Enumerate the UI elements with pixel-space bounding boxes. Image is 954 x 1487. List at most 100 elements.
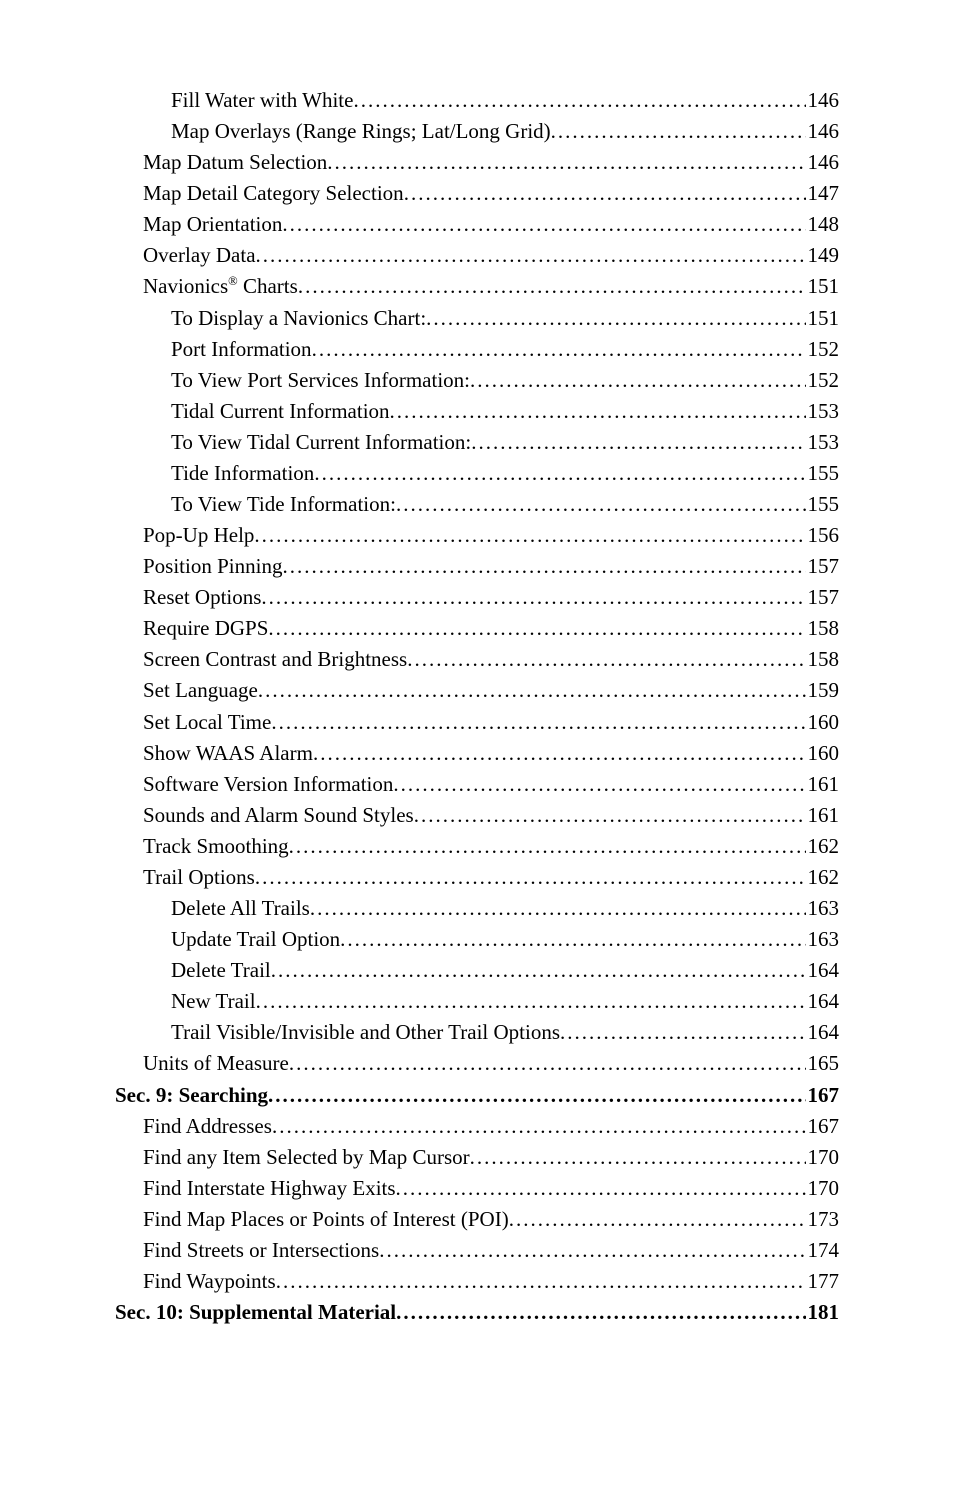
toc-entry: Navionics® Charts 151 (115, 271, 839, 302)
toc-leader (258, 675, 806, 706)
toc-page-number: 159 (806, 675, 840, 706)
toc-entry: Screen Contrast and Brightness 158 (115, 644, 839, 675)
toc-entry: Find Addresses 167 (115, 1111, 839, 1142)
toc-page-number: 160 (806, 738, 840, 769)
toc-leader (471, 427, 805, 458)
toc-leader (255, 862, 806, 893)
toc-page-number: 157 (806, 582, 840, 613)
toc-leader (314, 458, 805, 489)
toc-leader (254, 520, 805, 551)
toc-leader (256, 240, 806, 271)
toc-title: Set Local Time (143, 707, 271, 738)
toc-page-number: 170 (806, 1142, 840, 1173)
toc-page-number: 152 (806, 365, 840, 396)
toc-entry: Find Interstate Highway Exits 170 (115, 1173, 839, 1204)
toc-page-number: 161 (806, 769, 840, 800)
toc-entry: Delete All Trails 163 (115, 893, 839, 924)
toc-title: Delete Trail (171, 955, 271, 986)
toc-page-number: 157 (806, 551, 840, 582)
toc-entry: Port Information 152 (115, 334, 839, 365)
toc-title: Require DGPS (143, 613, 268, 644)
toc-entry: Sec. 10: Supplemental Material 181 (115, 1297, 839, 1328)
toc-leader (396, 1173, 806, 1204)
toc-leader (312, 334, 806, 365)
toc-leader (340, 924, 805, 955)
toc-page-number: 167 (806, 1111, 840, 1142)
toc-page-number: 181 (806, 1297, 840, 1328)
toc-page-number: 151 (806, 271, 840, 302)
toc-entry: Trail Options 162 (115, 862, 839, 893)
toc-title: Map Datum Selection (143, 147, 327, 178)
toc-title: Tidal Current Information (171, 396, 390, 427)
toc-leader (261, 582, 805, 613)
toc-entry: Find Map Places or Points of Interest (P… (115, 1204, 839, 1235)
toc-entry: Map Detail Category Selection 147 (115, 178, 839, 209)
toc-leader (509, 1204, 806, 1235)
toc-entry: Position Pinning 157 (115, 551, 839, 582)
toc-title: Find Addresses (143, 1111, 272, 1142)
toc-page-number: 164 (806, 955, 840, 986)
toc-leader (560, 1017, 805, 1048)
toc-title: New Trail (171, 986, 256, 1017)
toc-entry: Tide Information 155 (115, 458, 839, 489)
toc-title: Screen Contrast and Brightness (143, 644, 407, 675)
toc-entry: Delete Trail 164 (115, 955, 839, 986)
toc-entry: New Trail 164 (115, 986, 839, 1017)
toc-page-number: 174 (806, 1235, 840, 1266)
toc-page-number: 165 (806, 1048, 840, 1079)
toc-leader (276, 1266, 806, 1297)
toc-page-number: 148 (806, 209, 840, 240)
toc-page-number: 155 (806, 489, 840, 520)
toc-entry: Show WAAS Alarm 160 (115, 738, 839, 769)
toc-entry: Map Orientation 148 (115, 209, 839, 240)
toc-leader (407, 644, 805, 675)
toc-title: Update Trail Option (171, 924, 340, 955)
toc-leader (282, 551, 805, 582)
toc-title: Port Information (171, 334, 312, 365)
toc-title: Delete All Trails (171, 893, 310, 924)
toc-page-number: 146 (806, 147, 840, 178)
toc-page-number: 146 (806, 116, 840, 147)
toc-leader (289, 1048, 806, 1079)
toc-leader (272, 1111, 806, 1142)
toc-page-number: 162 (806, 831, 840, 862)
toc-page-number: 149 (806, 240, 840, 271)
toc-entry: To View Tide Information: 155 (115, 489, 839, 520)
toc-entry: Map Overlays (Range Rings; Lat/Long Grid… (115, 116, 839, 147)
toc-title: Find Streets or Intersections (143, 1235, 379, 1266)
toc-title: Sec. 10: Supplemental Material (115, 1297, 396, 1328)
toc-title: Position Pinning (143, 551, 282, 582)
toc-title: To Display a Navionics Chart: (171, 303, 426, 334)
toc-entry: Track Smoothing 162 (115, 831, 839, 862)
toc-entry: To View Tidal Current Information: 153 (115, 427, 839, 458)
toc-page-number: 173 (806, 1204, 840, 1235)
toc-leader (289, 831, 806, 862)
toc-title: Fill Water with White (171, 85, 353, 116)
toc-leader (396, 489, 806, 520)
toc-entry: Overlay Data 149 (115, 240, 839, 271)
toc-entry: Fill Water with White 146 (115, 85, 839, 116)
toc-leader (268, 1080, 805, 1111)
toc-leader (470, 1142, 806, 1173)
toc-entry: Tidal Current Information 153 (115, 396, 839, 427)
toc-leader (271, 955, 806, 986)
toc-title: Reset Options (143, 582, 261, 613)
toc-entry: Require DGPS 158 (115, 613, 839, 644)
toc-entry: Reset Options 157 (115, 582, 839, 613)
toc-title: Pop-Up Help (143, 520, 254, 551)
toc-title: Show WAAS Alarm (143, 738, 313, 769)
toc-page-number: 152 (806, 334, 840, 365)
table-of-contents: Fill Water with White 146Map Overlays (R… (115, 85, 839, 1328)
toc-entry: Find any Item Selected by Map Cursor 170 (115, 1142, 839, 1173)
toc-page-number: 164 (806, 1017, 840, 1048)
toc-entry: Find Waypoints 177 (115, 1266, 839, 1297)
toc-entry: Set Language 159 (115, 675, 839, 706)
toc-page-number: 177 (806, 1266, 840, 1297)
toc-leader (404, 178, 806, 209)
toc-page-number: 156 (806, 520, 840, 551)
toc-entry: Update Trail Option 163 (115, 924, 839, 955)
toc-page-number: 164 (806, 986, 840, 1017)
toc-entry: Find Streets or Intersections 174 (115, 1235, 839, 1266)
toc-title: Sounds and Alarm Sound Styles (143, 800, 414, 831)
toc-page-number: 170 (806, 1173, 840, 1204)
